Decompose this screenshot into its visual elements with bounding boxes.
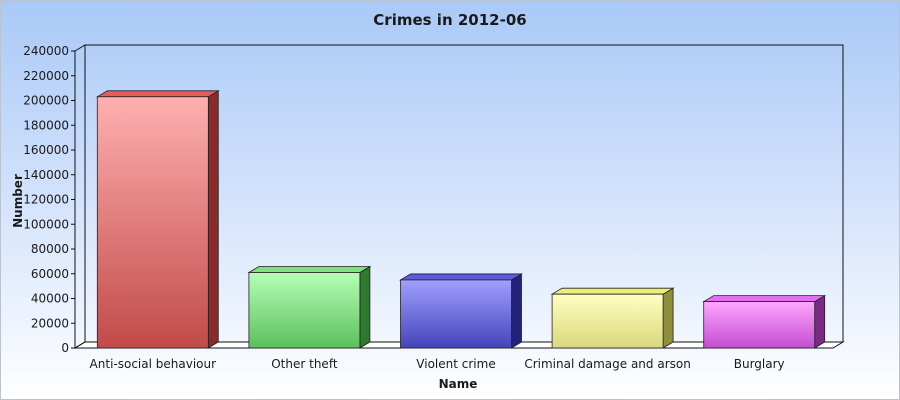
bar-top bbox=[247, 266, 372, 273]
y-tick-label: 120000 bbox=[23, 193, 69, 207]
bar-side bbox=[511, 273, 522, 349]
bar-top bbox=[399, 273, 523, 281]
y-tick-label: 200000 bbox=[23, 94, 69, 108]
x-tick-label: Burglary bbox=[734, 357, 785, 371]
bar-front bbox=[703, 301, 816, 349]
bar-top bbox=[550, 287, 675, 295]
left-wall bbox=[74, 44, 86, 349]
bar-front bbox=[248, 272, 361, 349]
y-tick-label: 140000 bbox=[23, 168, 69, 182]
y-tick-label: 180000 bbox=[23, 118, 69, 132]
x-tick-label: Anti-social behaviour bbox=[90, 357, 217, 371]
bar bbox=[247, 265, 372, 349]
y-axis-title: Number bbox=[11, 174, 25, 228]
y-tick-label: 40000 bbox=[31, 292, 69, 306]
bar bbox=[550, 287, 675, 349]
y-tick-label: 80000 bbox=[31, 242, 69, 256]
bar-side bbox=[662, 287, 674, 349]
y-tick-label: 20000 bbox=[31, 316, 69, 330]
bar-side bbox=[207, 90, 219, 349]
bar-top bbox=[702, 295, 827, 302]
bar-front bbox=[96, 96, 209, 349]
y-tick-label: 220000 bbox=[23, 69, 69, 83]
x-tick-label: Violent crime bbox=[416, 357, 495, 371]
bar-side bbox=[814, 294, 826, 349]
bar bbox=[399, 273, 523, 349]
y-tick-label: 60000 bbox=[31, 267, 69, 281]
bar-front bbox=[551, 293, 664, 349]
x-axis-title: Name bbox=[439, 377, 478, 391]
y-tick-label: 240000 bbox=[23, 44, 69, 58]
bar-front bbox=[400, 279, 512, 349]
plot-area: 0 20000 40000 60000 80000 100000 120000 140000 1… bbox=[23, 44, 845, 371]
y-tick-label: 160000 bbox=[23, 143, 69, 157]
chart-title: Crimes in 2012-06 bbox=[373, 11, 526, 29]
bar bbox=[95, 90, 220, 349]
y-tick-label: 100000 bbox=[23, 217, 69, 231]
x-tick-label: Criminal damage and arson bbox=[524, 357, 690, 371]
y-tick-label: 0 bbox=[61, 341, 69, 355]
bar-side bbox=[359, 265, 371, 349]
bar bbox=[702, 294, 827, 349]
x-tick-label: Other theft bbox=[271, 357, 338, 371]
bar-top bbox=[95, 90, 220, 98]
